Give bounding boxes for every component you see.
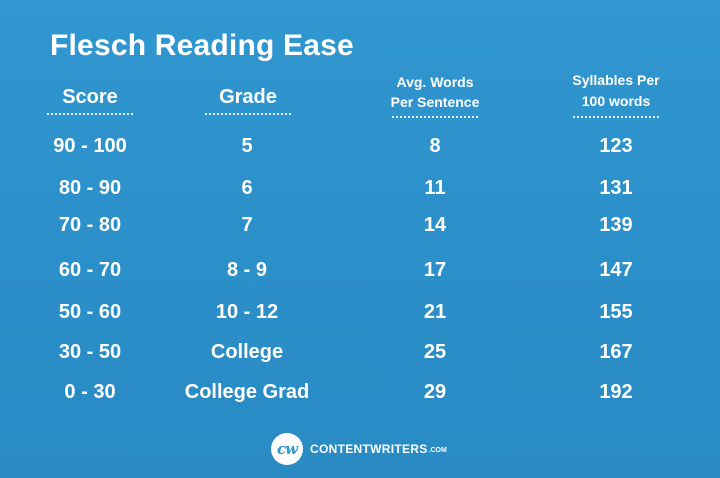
cell-syllables: 147: [599, 259, 633, 281]
cell-syllables: 139: [599, 214, 633, 236]
column-header-avg-words-line2: Per Sentence: [390, 94, 480, 110]
cell-score: 90 - 100: [53, 135, 127, 157]
cell-avg-words: 29: [423, 381, 447, 403]
cell-avg-words: 17: [423, 259, 447, 281]
column-header-avg-words: Avg. Words Per Sentence: [372, 72, 498, 118]
cell-score: 0 - 30: [64, 381, 116, 403]
column-header-avg-words-line1: Avg. Words: [396, 74, 474, 90]
cell-syllables: 192: [599, 381, 633, 403]
column-header-syllables-line1: Syllables Per: [572, 72, 660, 88]
cell-grade: 5: [241, 135, 253, 157]
cell-score: 80 - 90: [58, 177, 122, 199]
cell-syllables: 155: [599, 301, 633, 323]
cell-score: 30 - 50: [58, 341, 122, 363]
cell-avg-words: 11: [424, 177, 446, 199]
table-row: 30 - 50 College 25 167: [0, 337, 720, 367]
cell-score: 60 - 70: [58, 259, 122, 281]
cell-avg-words: 8: [429, 135, 441, 157]
column-header-syllables-line2: 100 words: [581, 93, 651, 109]
column-header-score: Score: [38, 86, 142, 115]
cell-syllables: 131: [599, 177, 633, 199]
brand-footer: cw CONTENTWRITERS .COM: [271, 433, 447, 465]
column-header-divider: [47, 113, 133, 115]
column-header-divider: [573, 116, 659, 118]
cell-grade: 10 - 12: [215, 301, 279, 323]
cell-syllables: 123: [599, 135, 633, 157]
cell-avg-words: 25: [423, 341, 447, 363]
table-row: 50 - 60 10 - 12 21 155: [0, 297, 720, 327]
cell-grade: College: [210, 341, 284, 363]
cell-grade: 8 - 9: [226, 259, 268, 281]
cell-avg-words: 14: [423, 214, 447, 236]
cell-grade: College Grad: [184, 381, 310, 403]
table-row: 70 - 80 7 14 139: [0, 210, 720, 240]
column-header-grade: Grade: [186, 86, 310, 115]
table-row: 90 - 100 5 8 123: [0, 131, 720, 161]
cell-avg-words: 21: [423, 301, 447, 323]
column-header-syllables: Syllables Per 100 words: [552, 70, 680, 118]
column-header-score-label: Score: [62, 86, 118, 108]
column-header-divider: [205, 113, 291, 115]
cw-logo-icon: cw: [271, 433, 303, 465]
table-row: 80 - 90 6 11 131: [0, 173, 720, 203]
column-header-divider: [392, 116, 478, 118]
brand-tld: .COM: [428, 446, 447, 454]
table-row: 60 - 70 8 - 9 17 147: [0, 255, 720, 285]
cell-score: 50 - 60: [58, 301, 122, 323]
page-title: Flesch Reading Ease: [50, 29, 354, 62]
column-header-grade-label: Grade: [219, 86, 277, 108]
table-row: 0 - 30 College Grad 29 192: [0, 377, 720, 407]
cell-syllables: 167: [599, 341, 633, 363]
brand-name: CONTENTWRITERS: [310, 442, 428, 456]
cell-grade: 7: [241, 214, 253, 236]
cell-score: 70 - 80: [58, 214, 122, 236]
cell-grade: 6: [241, 177, 253, 199]
